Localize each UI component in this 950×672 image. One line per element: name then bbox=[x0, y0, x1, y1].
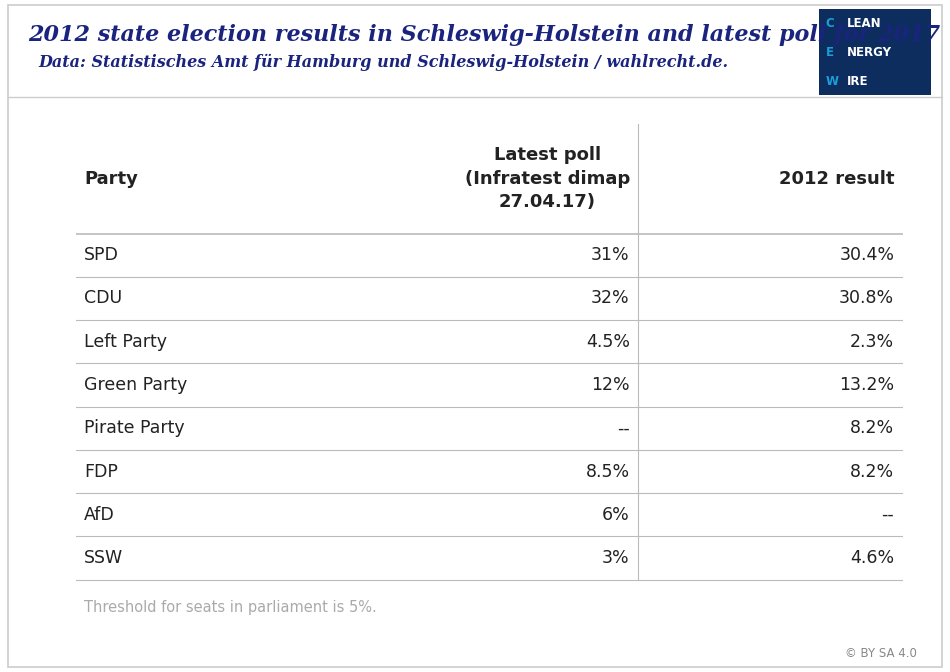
Bar bbox=[819, 38, 931, 67]
Text: CDU: CDU bbox=[85, 290, 123, 308]
Text: 4.6%: 4.6% bbox=[850, 549, 894, 567]
Text: 2012 result: 2012 result bbox=[779, 170, 894, 188]
Text: Pirate Party: Pirate Party bbox=[85, 419, 185, 437]
Text: W: W bbox=[826, 75, 839, 87]
Text: 31%: 31% bbox=[591, 246, 630, 264]
Text: Party: Party bbox=[85, 170, 138, 188]
Text: 6%: 6% bbox=[602, 506, 630, 523]
Text: --: -- bbox=[882, 506, 894, 523]
Text: E: E bbox=[826, 46, 834, 59]
Text: C: C bbox=[826, 17, 834, 30]
Text: SPD: SPD bbox=[85, 246, 119, 264]
Text: 30.8%: 30.8% bbox=[839, 290, 894, 308]
Text: © BY SA 4.0: © BY SA 4.0 bbox=[845, 647, 917, 660]
Text: 32%: 32% bbox=[591, 290, 630, 308]
Text: --: -- bbox=[617, 419, 630, 437]
Text: Latest poll
(Infratest dimap
27.04.17): Latest poll (Infratest dimap 27.04.17) bbox=[465, 146, 630, 212]
Text: Threshold for seats in parliament is 5%.: Threshold for seats in parliament is 5%. bbox=[85, 599, 377, 615]
Text: 12%: 12% bbox=[591, 376, 630, 394]
Text: Green Party: Green Party bbox=[85, 376, 187, 394]
Text: SSW: SSW bbox=[85, 549, 124, 567]
Text: IRE: IRE bbox=[847, 75, 868, 87]
Text: Left Party: Left Party bbox=[85, 333, 167, 351]
Bar bbox=[819, 9, 931, 38]
Text: 2012 state election results in Schleswig-Holstein and latest poll for 2017: 2012 state election results in Schleswig… bbox=[28, 24, 940, 46]
Text: 8.5%: 8.5% bbox=[585, 462, 630, 480]
Text: Data: Statistisches Amt für Hamburg und Schleswig-Holstein / wahlrecht.de.: Data: Statistisches Amt für Hamburg und … bbox=[38, 54, 728, 71]
Text: 3%: 3% bbox=[602, 549, 630, 567]
Text: 8.2%: 8.2% bbox=[850, 419, 894, 437]
Text: AfD: AfD bbox=[85, 506, 115, 523]
Text: 4.5%: 4.5% bbox=[586, 333, 630, 351]
Text: 30.4%: 30.4% bbox=[839, 246, 894, 264]
Text: NERGY: NERGY bbox=[847, 46, 892, 59]
Text: FDP: FDP bbox=[85, 462, 118, 480]
Text: 8.2%: 8.2% bbox=[850, 462, 894, 480]
Text: 13.2%: 13.2% bbox=[839, 376, 894, 394]
Text: LEAN: LEAN bbox=[847, 17, 882, 30]
Text: 2.3%: 2.3% bbox=[850, 333, 894, 351]
Bar bbox=[819, 67, 931, 95]
